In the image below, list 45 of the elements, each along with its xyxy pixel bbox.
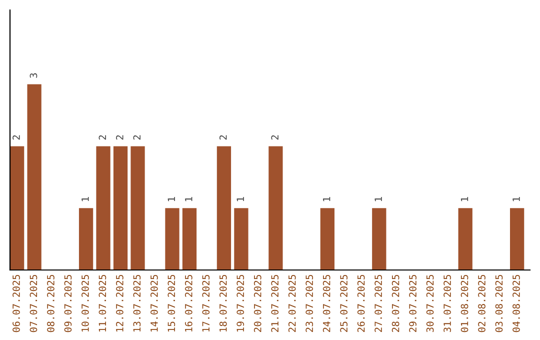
x-tick-label: 12.07.2025 — [116, 274, 124, 332]
x-tick-label: 03.08.2025 — [495, 274, 503, 332]
data-label: 1 — [168, 197, 175, 202]
x-tick-label: 17.07.2025 — [202, 274, 210, 332]
x-tick-label: 10.07.2025 — [82, 274, 89, 332]
data-label: 2 — [219, 135, 227, 140]
x-tick-label: 09.07.2025 — [64, 274, 72, 332]
x-tick-label: 02.08.2025 — [478, 274, 486, 332]
data-label: 2 — [116, 135, 124, 140]
data-label: 3 — [30, 73, 38, 78]
data-label: 1 — [323, 197, 330, 202]
x-tick-label: 30.07.2025 — [426, 274, 434, 332]
data-label: 1 — [185, 197, 192, 202]
x-tick-label: 26.07.2025 — [357, 274, 365, 332]
x-tick-label: 21.07.2025 — [271, 274, 279, 332]
x-tick-label: 11.07.2025 — [98, 274, 106, 332]
x-tick-label: 29.07.2025 — [409, 274, 416, 332]
x-tick-label: 27.07.2025 — [374, 274, 382, 332]
data-label: 2 — [12, 135, 20, 140]
x-tick-label: 19.07.2025 — [236, 274, 244, 332]
x-tick-label: 08.07.2025 — [47, 274, 54, 332]
x-tick-label: 01.08.2025 — [460, 274, 468, 332]
x-tick-label: 28.07.2025 — [392, 274, 400, 332]
data-label: 2 — [271, 135, 278, 140]
x-tick-label: 16.07.2025 — [184, 274, 192, 332]
x-tick-label: 14.07.2025 — [150, 274, 158, 332]
x-tick-label: 06.07.2025 — [12, 274, 20, 332]
x-tick-label: 18.07.2025 — [219, 274, 227, 332]
data-label: 1 — [82, 197, 89, 202]
x-tick-label: 20.07.2025 — [254, 274, 262, 332]
data-label: 1 — [512, 197, 520, 202]
x-tick-label: 31.07.2025 — [444, 274, 451, 332]
x-tick-label: 23.07.2025 — [306, 274, 314, 332]
data-label: 1 — [374, 197, 382, 202]
data-label: 2 — [98, 135, 106, 140]
x-tick-label: 07.07.2025 — [30, 274, 38, 332]
x-tick-label: 13.07.2025 — [133, 274, 141, 332]
x-tick-label: 15.07.2025 — [168, 274, 176, 332]
data-label: 1 — [460, 197, 468, 202]
data-label: 2 — [133, 135, 140, 140]
x-tick-label: 04.08.2025 — [512, 274, 520, 332]
data-label: 1 — [236, 197, 244, 202]
x-tick-label: 25.07.2025 — [340, 274, 348, 332]
x-tick-label: 22.07.2025 — [288, 274, 296, 332]
x-tick-label: 24.07.2025 — [322, 274, 330, 332]
